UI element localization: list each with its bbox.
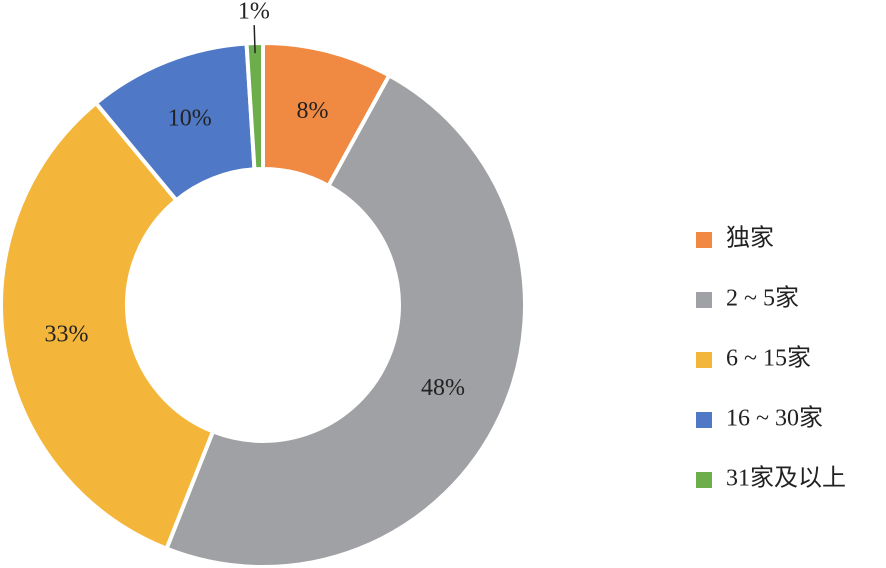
donut-slice — [163, 72, 527, 568]
legend-swatch — [696, 292, 712, 308]
legend-swatch — [696, 472, 712, 488]
donut-slice — [0, 100, 216, 552]
leader-line — [253, 25, 256, 54]
legend-label: 16 ~ 30家 — [726, 405, 823, 432]
data-label: 8% — [296, 98, 328, 124]
legend-label: 6 ~ 15家 — [726, 345, 811, 372]
legend-label: 31家及以上 — [726, 465, 846, 492]
legend-label: 2 ~ 5家 — [726, 285, 799, 312]
data-label: 1% — [238, 0, 270, 25]
legend-swatch — [696, 352, 712, 368]
legend-swatch — [696, 412, 712, 428]
legend-swatch — [696, 232, 712, 248]
data-label: 10% — [168, 105, 212, 131]
donut-slice — [244, 40, 265, 172]
data-label: 48% — [421, 375, 465, 401]
data-label: 33% — [44, 322, 88, 348]
legend-label: 独家 — [726, 225, 774, 252]
